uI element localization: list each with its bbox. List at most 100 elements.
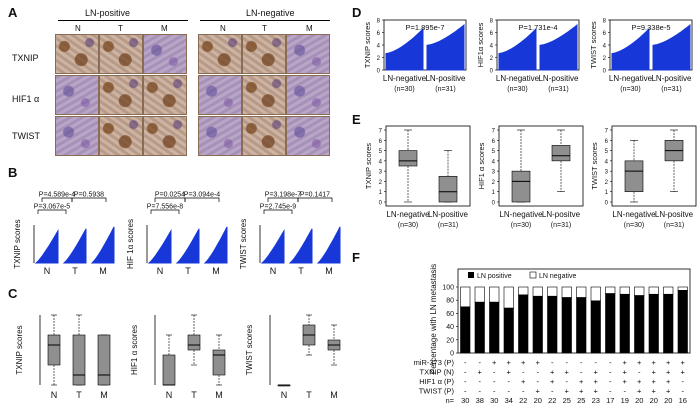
n-cell: 22 [519, 396, 527, 405]
y-tick-label: 7 [379, 129, 383, 135]
ihc-image-hif1a-pos-m [143, 75, 187, 115]
sign-cell: - [638, 368, 641, 377]
sign-cell: + [623, 358, 628, 367]
y-tick-label: 4 [492, 159, 496, 165]
bar-positive [590, 300, 601, 354]
sign-cell: - [464, 387, 467, 396]
y-tick-label: 6 [490, 31, 494, 37]
sign-cell: + [594, 387, 599, 396]
bar-negative [576, 286, 587, 298]
sign-cell: + [536, 387, 541, 396]
col-label: N [220, 24, 226, 33]
bar-negative [648, 286, 659, 295]
y-tick-label: 0 [603, 69, 607, 75]
bar-negative [590, 286, 601, 302]
n-cell: 23 [592, 396, 600, 405]
n-label: (n=31) [548, 86, 568, 93]
p-value: P=2.745e-9 [260, 204, 296, 211]
box [212, 349, 226, 376]
row-label: miR-373 (P) [414, 358, 455, 367]
sign-cell: - [464, 368, 467, 377]
y-tick-label: 3 [605, 170, 609, 176]
ihc-image-hif1a-neg-n [198, 75, 242, 115]
significance-bracket [150, 209, 180, 214]
ihc-image-txnip-neg-n [198, 34, 242, 74]
y-tick-label: 8 [490, 19, 494, 25]
x-tick-label: M [330, 390, 338, 400]
x-tick-label: T [185, 266, 191, 276]
ihc-image-twist-pos-n [55, 116, 99, 156]
ihc-image-hif1a-pos-n [55, 75, 99, 115]
y-tick-label: 1 [492, 190, 496, 196]
bar-positive [677, 289, 688, 354]
sign-cell: - [609, 358, 612, 367]
y-axis-label: TWIST scores [245, 325, 254, 376]
y-axis-label: TWIST scores [590, 142, 599, 190]
sign-cell: - [479, 387, 482, 396]
x-tick-label: LN-negative [609, 74, 653, 83]
x-tick-label: M [325, 266, 333, 276]
sign-cell: + [579, 387, 584, 396]
bar-positive [634, 295, 645, 354]
sign-cell: - [609, 368, 612, 377]
y-tick-label: 0 [605, 201, 609, 207]
score-area-group [147, 228, 172, 264]
bar-negative [547, 286, 558, 297]
y-tick-label: 80 [446, 298, 454, 305]
sign-cell: - [595, 358, 598, 367]
ihc-image-twist-pos-t [99, 116, 143, 156]
sign-cell: - [479, 377, 482, 386]
y-tick-label: 2 [379, 180, 383, 186]
box [624, 160, 644, 193]
x-tick-label: N [44, 266, 51, 276]
ihc-image-twist-neg-t [242, 116, 286, 156]
n-cell: 16 [679, 396, 687, 405]
p-value: P=7.556e-8 [147, 204, 183, 211]
y-tick-label: 1 [379, 190, 383, 196]
p-value: P=0.5938 [74, 192, 104, 199]
p-value: P=3.094e-4 [184, 192, 220, 199]
y-axis-label: TXNIP scores [364, 143, 373, 189]
ihc-image-txnip-neg-t [242, 34, 286, 74]
sign-cell: - [609, 377, 612, 386]
col-label: N [75, 24, 81, 33]
bar-negative [561, 286, 572, 298]
n-label: (n=31) [438, 222, 458, 229]
sign-cell: + [652, 387, 657, 396]
sign-cell: - [464, 358, 467, 367]
bar-positive [532, 295, 543, 354]
sign-cell: + [594, 368, 599, 377]
bar-negative [489, 286, 500, 303]
sign-cell: - [682, 377, 685, 386]
y-tick-label: 20 [446, 337, 454, 344]
n-cell: 19 [621, 396, 629, 405]
sign-cell: + [507, 358, 512, 367]
y-axis-label: HIF1 α scores [477, 142, 486, 189]
y-tick-label: 8 [377, 19, 381, 25]
sign-cell: + [550, 368, 555, 377]
panel-e-boxplot: 0 1 2 3 4 5 6 7 LN-negative (n=30) LN-positve (n=31… [590, 125, 697, 229]
legend-swatch-positive [468, 272, 474, 278]
box [187, 334, 201, 351]
p-value: P=1.731e-4 [519, 23, 558, 32]
n-cell: 20 [650, 396, 658, 405]
bar-positive [663, 293, 674, 354]
x-tick-label: N [166, 390, 173, 400]
y-tick-label: 4 [379, 159, 383, 165]
row-label: TXNIP (N) [420, 368, 455, 377]
sign-cell: + [536, 358, 541, 367]
x-tick-label: LN-positive [428, 210, 469, 219]
panel-c-boxplot: N T M TWIST scores [245, 314, 341, 400]
sign-cell: - [493, 387, 496, 396]
sign-cell: - [566, 358, 569, 367]
x-tick-label: LN-positive [538, 74, 579, 83]
sign-cell: - [566, 377, 569, 386]
sign-cell: + [594, 377, 599, 386]
sign-cell: + [623, 377, 628, 386]
n-cell: 25 [577, 396, 585, 405]
n-label: (n=30) [511, 222, 531, 229]
significance-bracket [41, 197, 73, 202]
bar-negative [503, 286, 514, 309]
y-tick-label: 3 [492, 170, 496, 176]
